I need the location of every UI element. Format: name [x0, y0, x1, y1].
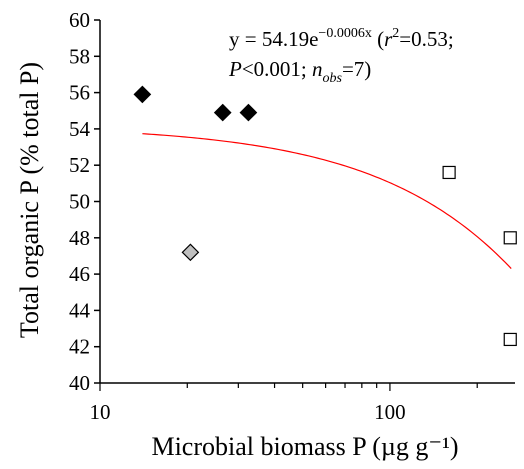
y-tick-label: 54: [69, 117, 91, 141]
p-symbol: P: [228, 57, 242, 81]
y-tick-label: 44: [69, 298, 91, 322]
x-axis-ticks: 10 100: [90, 383, 478, 424]
fit-equation-line-2: P<0.001; nobs=7): [228, 57, 371, 86]
y-tick-label: 56: [69, 81, 90, 105]
y-tick-label: 42: [69, 335, 90, 359]
equation-open-paren: (: [372, 27, 384, 51]
y-tick-label: 60: [69, 8, 90, 32]
square-marker: [442, 165, 456, 180]
square-marker: [503, 332, 517, 347]
x-axis-title: Microbial biomass P (µg g⁻¹): [151, 432, 458, 461]
equation-exponent: −0.0006x: [318, 26, 371, 41]
n-value: =7): [342, 57, 371, 81]
square-marker: [503, 231, 517, 245]
x-tick-label: 10: [90, 400, 111, 424]
y-tick-label: 40: [69, 371, 90, 395]
data-points: [133, 85, 517, 347]
y-axis-ticks: 40 42 44 46 48 50 52 54 56 58 60: [69, 8, 100, 395]
y-axis-title: Total organic P (% total P): [15, 62, 44, 338]
y-tick-label: 52: [69, 153, 90, 177]
y-tick-label: 58: [69, 44, 90, 68]
diamond-marker: [213, 103, 232, 122]
x-tick-label: 100: [374, 400, 406, 424]
n-subscript: obs: [323, 71, 343, 86]
r-superscript: 2: [392, 26, 399, 41]
fit-curve: [142, 133, 512, 269]
y-tick-label: 48: [69, 226, 90, 250]
n-symbol: n: [312, 57, 323, 81]
fit-equation-line-1: y = 54.19e−0.0006x (r2=0.53;: [229, 26, 454, 51]
diamond-marker: [133, 85, 152, 104]
y-tick-label: 50: [69, 190, 90, 214]
diamond-marker: [239, 103, 258, 122]
p-value: <0.001;: [242, 57, 312, 81]
y-tick-label: 46: [69, 262, 90, 286]
r-value: =0.53;: [399, 27, 453, 51]
r-symbol: r: [384, 27, 393, 51]
diamond-marker: [181, 243, 200, 262]
equation-base: y = 54.19e: [229, 27, 318, 51]
